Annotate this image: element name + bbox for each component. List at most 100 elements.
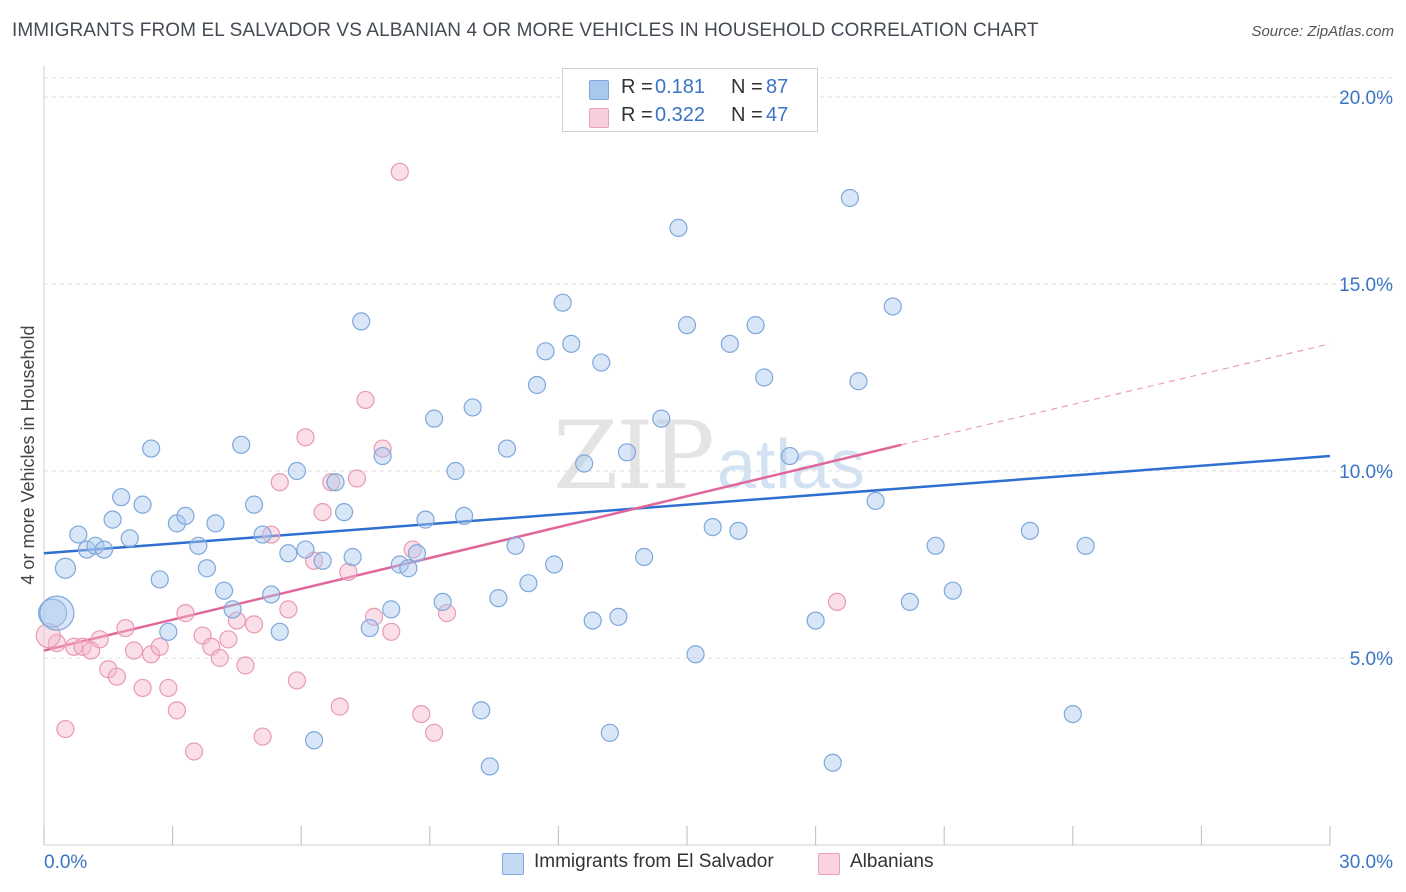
- point-el-salvador: [214, 581, 234, 600]
- point-el-salvador: [454, 506, 474, 525]
- point-el-salvador: [463, 398, 482, 417]
- series-swatch: [589, 80, 609, 100]
- series-swatch: [818, 853, 840, 875]
- y-tick-label: 5.0%: [1350, 649, 1393, 670]
- point-el-salvador: [592, 353, 611, 372]
- point-albanians: [159, 678, 178, 698]
- point-el-salvador: [407, 544, 427, 563]
- y-tick-label: 10.0%: [1339, 462, 1393, 483]
- point-el-salvador: [382, 600, 401, 619]
- point-el-salvador: [244, 495, 264, 514]
- source-label: Source: ZipAtlas.com: [1251, 23, 1394, 40]
- point-albanians: [219, 630, 238, 649]
- point-el-salvador: [806, 611, 825, 630]
- point-el-salvador: [720, 334, 739, 353]
- point-el-salvador: [37, 598, 68, 628]
- point-el-salvador: [326, 473, 345, 492]
- point-el-salvador: [1020, 521, 1040, 540]
- point-el-salvador: [926, 536, 945, 555]
- point-el-salvador: [54, 557, 77, 579]
- chart-title: IMMIGRANTS FROM EL SALVADOR VS ALBANIAN …: [12, 20, 1039, 41]
- point-albanians: [412, 704, 431, 724]
- trend-line-el-salvador: [43, 454, 1331, 555]
- point-el-salvador: [262, 585, 281, 604]
- point-el-salvador: [823, 753, 842, 772]
- point-el-salvador: [142, 439, 161, 458]
- n-label: N =: [731, 76, 763, 98]
- point-el-salvador: [1063, 704, 1082, 724]
- point-el-salvador: [472, 701, 491, 720]
- point-albanians: [244, 615, 264, 634]
- trend-lines: [43, 343, 1331, 652]
- point-albanians: [90, 630, 109, 649]
- r-label: R =: [621, 76, 653, 98]
- point-el-salvador: [189, 536, 208, 555]
- point-el-salvador: [206, 514, 225, 533]
- point-el-salvador: [120, 529, 139, 548]
- point-albanians: [167, 701, 186, 720]
- point-el-salvador: [866, 491, 885, 511]
- point-el-salvador: [399, 559, 418, 578]
- point-el-salvador: [287, 461, 307, 481]
- point-albanians: [330, 697, 349, 716]
- legend-label: Immigrants from El Salvador: [534, 851, 774, 872]
- point-albanians: [150, 637, 169, 656]
- point-el-salvador: [755, 368, 774, 387]
- y-tick-label: 15.0%: [1339, 275, 1393, 296]
- trend-line-albanians-extension: [901, 343, 1331, 446]
- point-el-salvador: [433, 592, 452, 612]
- point-albanians: [133, 678, 152, 698]
- r-value: 0.181: [655, 76, 706, 98]
- point-albanians: [339, 562, 358, 582]
- point-el-salvador: [506, 536, 525, 555]
- point-el-salvador: [527, 375, 547, 395]
- stats-legend: R = 0.181 N = 87 R = 0.322 N = 47: [562, 68, 818, 132]
- point-albanians: [227, 611, 246, 630]
- n-label: N =: [731, 104, 763, 126]
- point-el-salvador: [197, 559, 216, 578]
- r-label: R =: [621, 104, 653, 126]
- point-el-salvador: [446, 461, 465, 481]
- point-el-salvador: [360, 618, 379, 638]
- point-albanians: [313, 503, 332, 522]
- point-el-salvador: [334, 503, 354, 522]
- point-albanians: [296, 428, 315, 447]
- point-el-salvador: [943, 581, 962, 600]
- point-el-salvador: [883, 297, 902, 316]
- point-el-salvador: [279, 544, 298, 563]
- point-el-salvador: [373, 446, 392, 466]
- point-albanians: [347, 469, 367, 488]
- point-el-salvador: [103, 510, 122, 529]
- point-el-salvador: [617, 443, 637, 462]
- axes: [43, 66, 1331, 846]
- point-el-salvador: [669, 218, 688, 237]
- point-el-salvador: [553, 293, 572, 312]
- point-el-salvador: [497, 439, 517, 458]
- point-el-salvador: [583, 611, 602, 630]
- point-albanians: [390, 162, 409, 181]
- point-el-salvador: [609, 607, 628, 626]
- point-el-salvador: [270, 622, 289, 641]
- point-el-salvador: [536, 342, 555, 361]
- point-albanians: [236, 656, 255, 675]
- point-el-salvador: [545, 555, 564, 574]
- point-el-salvador: [343, 547, 362, 567]
- point-el-salvador: [150, 570, 169, 589]
- point-el-salvador: [729, 521, 748, 540]
- point-el-salvador: [849, 372, 868, 391]
- point-albanians: [287, 671, 307, 690]
- point-el-salvador: [176, 506, 195, 525]
- point-el-salvador: [489, 589, 508, 608]
- point-el-salvador: [223, 600, 242, 619]
- point-el-salvador: [1076, 536, 1095, 555]
- series-swatch: [589, 108, 609, 128]
- point-albanians: [437, 604, 457, 623]
- point-el-salvador: [296, 540, 315, 559]
- series-swatch: [502, 853, 524, 875]
- point-el-salvador: [519, 574, 538, 593]
- point-albanians: [827, 592, 847, 612]
- point-el-salvador: [677, 316, 697, 335]
- point-el-salvador: [253, 525, 272, 544]
- r-value: 0.322: [655, 104, 706, 126]
- point-albanians: [279, 600, 298, 619]
